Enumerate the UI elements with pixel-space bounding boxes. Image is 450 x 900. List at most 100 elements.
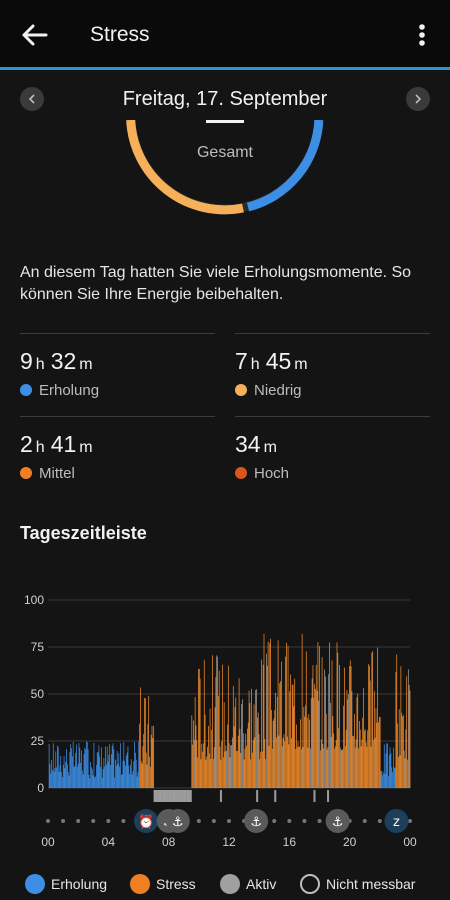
active-marker: [175, 790, 178, 802]
chart-bar: [300, 719, 301, 788]
chart-bar: [102, 769, 104, 788]
back-arrow-icon[interactable]: [18, 20, 52, 50]
chart-bar: [390, 753, 392, 788]
chart-bar: [54, 768, 56, 788]
next-day-button[interactable]: [406, 87, 430, 111]
chart-bar: [252, 752, 253, 788]
sleep-icon[interactable]: z: [384, 809, 409, 833]
active-marker: [177, 790, 180, 802]
chart-bar: [284, 741, 286, 788]
chart-bar: [273, 718, 275, 788]
chart-bar: [315, 664, 317, 788]
chart-bar: [401, 712, 403, 788]
chart-bar: [261, 751, 263, 788]
chart-bar: [367, 730, 369, 788]
chart-bar: [56, 767, 57, 788]
chevron-left-icon: [28, 94, 35, 104]
y-tick-label: 25: [31, 734, 45, 748]
chart-bar: [402, 716, 403, 788]
timeline-dot: [317, 819, 322, 823]
chart-bar: [383, 744, 385, 788]
chart-bar: [140, 687, 141, 788]
chart-bar: [118, 753, 120, 788]
stat-mittel: 2 h 41 m Mittel: [20, 416, 215, 482]
chart-bar: [306, 717, 308, 788]
chart-bar: [225, 745, 227, 788]
chart-bar: [106, 746, 108, 788]
walk-icon[interactable]: ⚓: [165, 809, 190, 833]
chart-bar: [400, 666, 402, 788]
chart-bar: [112, 743, 114, 788]
chart-bar: [96, 752, 98, 788]
chart-legend: Erholung Stress Aktiv Nicht messbar: [0, 874, 450, 898]
chart-bar: [85, 749, 87, 788]
chart-bar: [287, 645, 289, 788]
chart-bar: [304, 716, 306, 788]
chart-bar: [261, 659, 262, 788]
chart-bar: [344, 746, 346, 788]
chart-bar: [199, 678, 201, 788]
chart-bar: [68, 775, 70, 788]
chart-bar: [329, 642, 330, 788]
chart-bar: [213, 747, 215, 788]
chart-bar: [218, 670, 220, 788]
chart-bar: [302, 746, 304, 788]
chart-bar: [316, 691, 318, 788]
chart-bar: [271, 748, 273, 788]
chart-bar: [132, 771, 134, 788]
previous-day-button[interactable]: [20, 87, 44, 111]
chart-bar: [62, 777, 63, 788]
chart-bar: [196, 740, 198, 788]
chart-bar: [345, 729, 347, 788]
chart-bar: [65, 761, 67, 788]
chart-bar: [293, 706, 295, 788]
chart-bar: [208, 725, 209, 788]
chart-bar: [298, 746, 300, 788]
more-vert-icon[interactable]: [410, 18, 434, 52]
chart-bar: [138, 741, 140, 788]
chart-bar: [251, 688, 252, 788]
chart-bar: [122, 760, 124, 788]
chart-bar: [286, 736, 288, 788]
chart-bar: [148, 695, 150, 788]
chart-bar: [86, 741, 87, 788]
chart-bar: [276, 737, 277, 788]
chart-bar: [74, 765, 76, 788]
chart-bar: [353, 736, 354, 788]
timeline-dot: [46, 819, 50, 823]
date-navigator: Freitag, 17. September: [0, 78, 450, 122]
chart-bar: [91, 767, 92, 788]
chart-bar: [98, 745, 100, 788]
walk-icon[interactable]: ⚓: [325, 809, 350, 833]
stat-erholung: 9 h 32 m Erholung: [20, 333, 215, 399]
chart-bar: [350, 666, 352, 788]
chart-bar: [386, 743, 388, 788]
walk-icon[interactable]: ⚓: [244, 809, 269, 833]
svg-text:⏰: ⏰: [138, 813, 154, 830]
chart-bar: [125, 755, 127, 788]
timeline-dot: [76, 819, 81, 823]
chart-bar: [105, 764, 107, 788]
chart-bar: [115, 759, 116, 788]
timeline-dot: [362, 819, 367, 823]
chart-bar: [385, 753, 387, 788]
chart-bar: [342, 749, 344, 788]
chart-bar: [141, 763, 143, 788]
timeline-dot: [196, 819, 201, 823]
chart-bar: [219, 746, 221, 788]
chart-bar: [71, 748, 72, 788]
chart-bar: [358, 748, 359, 788]
chart-bar: [320, 750, 321, 788]
chart-bar: [259, 759, 261, 788]
chart-bar: [220, 759, 222, 788]
chart-bar: [336, 642, 338, 788]
chart-bar: [366, 746, 368, 788]
chart-bar: [309, 719, 310, 788]
alarm-icon[interactable]: ⏰: [134, 809, 159, 833]
chart-bar: [246, 745, 247, 788]
chart-bar: [149, 766, 151, 788]
active-marker: [182, 790, 185, 802]
chart-bar: [89, 778, 91, 788]
chart-bar: [266, 653, 267, 788]
